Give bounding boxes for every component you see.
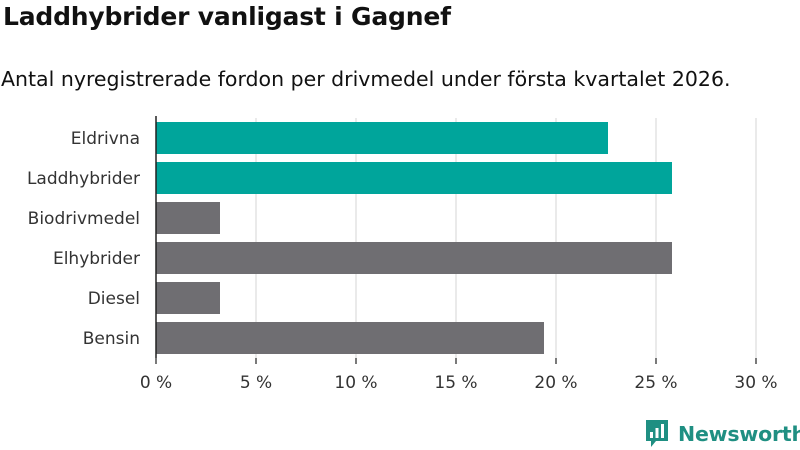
- category-label-2: Biodrivmedel: [28, 209, 140, 229]
- x-tick-label-1: 5 %: [240, 373, 272, 393]
- brand-logo: Newsworthy: [644, 419, 800, 449]
- x-tick-label-2: 10 %: [334, 373, 377, 393]
- category-label-4: Diesel: [88, 289, 140, 309]
- bar-2: [156, 202, 220, 234]
- category-label-5: Bensin: [83, 329, 140, 349]
- category-label-1: Laddhybrider: [27, 169, 140, 189]
- newsworthy-logo-icon: [646, 420, 668, 447]
- category-label-3: Elhybrider: [53, 249, 140, 269]
- bar-3: [156, 242, 672, 274]
- x-tick-label-3: 15 %: [434, 373, 477, 393]
- bar-5: [156, 322, 544, 354]
- chart-title: Laddhybrider vanligast i Gagnef: [3, 2, 451, 31]
- x-tick-label-5: 25 %: [634, 373, 677, 393]
- category-label-0: Eldrivna: [71, 129, 140, 149]
- bar-0: [156, 122, 608, 154]
- bar-1: [156, 162, 672, 194]
- chart-subtitle: Antal nyregistrerade fordon per drivmede…: [1, 67, 731, 91]
- brand-name: Newsworthy: [678, 422, 800, 446]
- x-tick-label-4: 20 %: [534, 373, 577, 393]
- bar-4: [156, 282, 220, 314]
- x-tick-label-6: 30 %: [734, 373, 777, 393]
- x-tick-label-0: 0 %: [140, 373, 172, 393]
